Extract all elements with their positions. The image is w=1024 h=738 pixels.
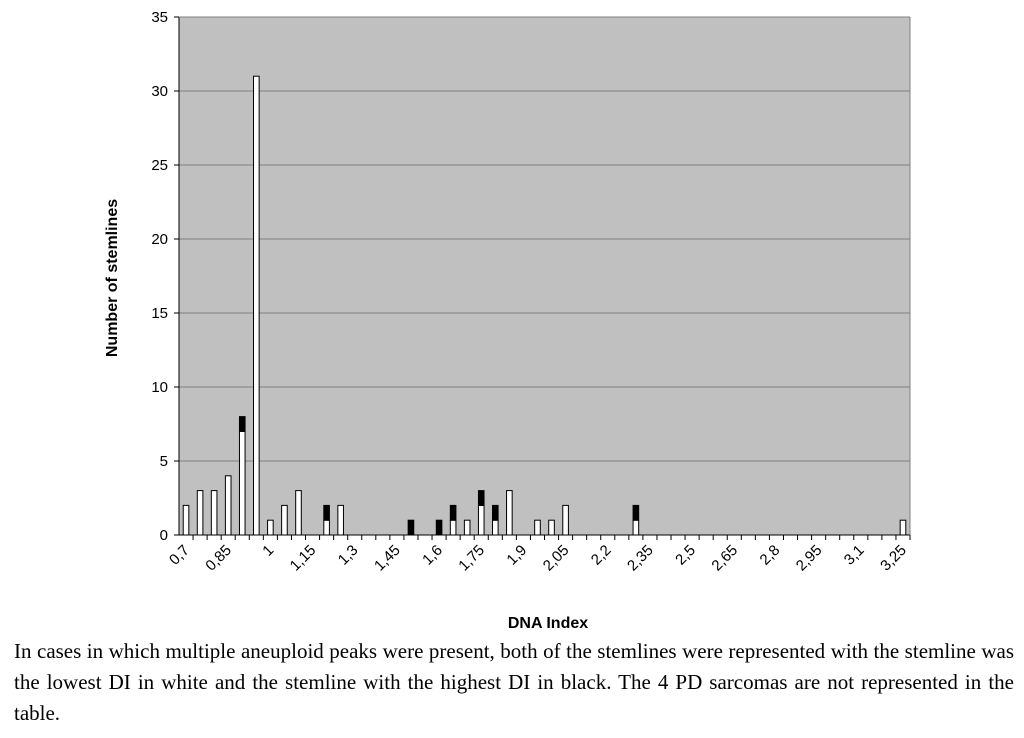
bar-segment-white bbox=[281, 504, 288, 536]
bar-segment-black bbox=[477, 490, 485, 506]
bar-segment-black bbox=[407, 519, 415, 536]
bar-segment-white bbox=[253, 75, 260, 536]
bars bbox=[182, 75, 907, 536]
bar-segment-white bbox=[449, 519, 457, 536]
bar-segment-white bbox=[534, 519, 541, 536]
x-tick-label: 1,15 bbox=[287, 542, 320, 575]
bar-segment-black bbox=[238, 416, 246, 432]
x-tick-label: 2,95 bbox=[793, 542, 826, 575]
y-tick-label: 15 bbox=[151, 305, 168, 322]
bar-segment-white bbox=[210, 490, 218, 536]
bar-segment-black bbox=[323, 504, 330, 521]
bar-segment-white bbox=[224, 475, 232, 536]
bar-segment-white bbox=[492, 519, 499, 536]
x-tick-labels: 0,7 0,85 1 1,15 1,3 1,45 1,6 1,75 1,9 2,05 2,2 2,35… bbox=[166, 535, 911, 575]
x-tick-label: 1,9 bbox=[503, 542, 530, 569]
bar-segment-white bbox=[295, 490, 302, 536]
x-tick-label: 2,35 bbox=[624, 542, 657, 575]
y-tick-label: 20 bbox=[151, 231, 168, 248]
y-tick-label: 0 bbox=[160, 527, 168, 544]
plot-area bbox=[179, 17, 910, 535]
bar-segment-white bbox=[506, 490, 513, 536]
y-tick-label: 30 bbox=[151, 83, 168, 100]
y-tick-labels: 0 5 10 15 20 25 30 35 bbox=[151, 9, 179, 544]
x-tick-label: 1,3 bbox=[335, 542, 362, 569]
y-tick-label: 25 bbox=[151, 157, 168, 174]
x-tick-label: 2,5 bbox=[672, 542, 699, 569]
x-tick-label: 3,1 bbox=[841, 542, 868, 569]
bar-segment-white bbox=[323, 519, 330, 536]
bar-segment-white bbox=[196, 490, 204, 536]
bar-segment-white bbox=[337, 504, 344, 536]
y-tick-label: 10 bbox=[151, 379, 168, 396]
y-tick-label: 5 bbox=[160, 453, 168, 470]
x-tick-label: 1 bbox=[259, 542, 277, 560]
x-tick-label: 1,75 bbox=[455, 542, 488, 575]
x-tick-label: 2,8 bbox=[757, 542, 784, 569]
bar-segment-white bbox=[267, 519, 274, 536]
bar-segment-white bbox=[238, 430, 246, 536]
x-tick-label: 1,45 bbox=[371, 542, 404, 575]
bar-segment-black bbox=[449, 504, 457, 521]
bar-segment-white bbox=[632, 519, 640, 536]
bar-segment-white bbox=[562, 504, 569, 536]
x-tick-label: 2,05 bbox=[540, 542, 573, 575]
x-tick-label: 2,2 bbox=[588, 542, 615, 569]
x-tick-label: 3,25 bbox=[877, 542, 910, 575]
bar-segment-white bbox=[463, 519, 471, 536]
x-tick-label: 0,7 bbox=[166, 542, 193, 569]
bar-segment-black bbox=[492, 504, 499, 521]
figure-caption: In cases in which multiple aneuploid pea… bbox=[14, 639, 1014, 725]
y-tick-label: 35 bbox=[151, 9, 168, 26]
x-tick-label: 1,6 bbox=[419, 542, 446, 569]
bar-segment-white bbox=[477, 504, 485, 536]
y-axis-title: Number of stemlines bbox=[104, 199, 121, 357]
bar-segment-black bbox=[435, 519, 443, 536]
x-tick-label: 0,85 bbox=[202, 542, 235, 575]
bar-segment-black bbox=[632, 504, 640, 521]
x-axis-title: DNA Index bbox=[508, 615, 588, 632]
dna-index-bar-chart: 0 5 10 15 20 25 30 35 0,7 0,85 1 1,15 1,3 1,45 1,6 1,7… bbox=[104, 9, 911, 632]
bar-segment-white bbox=[548, 519, 555, 536]
x-tick-label: 2,65 bbox=[708, 542, 741, 575]
bar-segment-white bbox=[182, 504, 190, 536]
bar-segment-white bbox=[899, 519, 907, 536]
